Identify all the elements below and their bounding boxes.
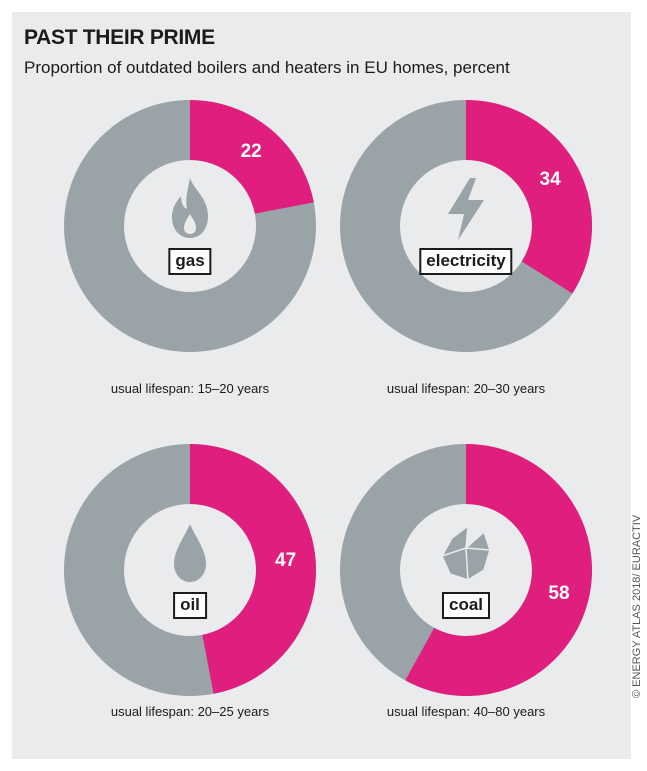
donut-svg bbox=[340, 444, 592, 696]
fuel-label-gas: gas bbox=[168, 248, 212, 275]
lifespan-caption-coal: usual lifespan: 40–80 years bbox=[386, 704, 546, 719]
data-label-electricity: 34 bbox=[539, 168, 561, 190]
donut-outdated-slice bbox=[405, 444, 592, 696]
lifespan-caption-oil: usual lifespan: 20–25 years bbox=[110, 704, 270, 719]
donut-svg bbox=[64, 444, 316, 696]
donut-outdated-slice bbox=[188, 100, 314, 215]
donut-chart-oil: 47 oil bbox=[64, 444, 316, 696]
donut-chart-gas: 22 gas bbox=[64, 100, 316, 352]
fuel-label-electricity: electricity bbox=[419, 248, 513, 275]
fuel-label-oil: oil bbox=[173, 592, 207, 619]
credit-line: © ENERGY ATLAS 2018/ EURACTIV bbox=[631, 514, 643, 698]
lifespan-caption-gas: usual lifespan: 15–20 years bbox=[110, 381, 270, 396]
donut-outdated-slice bbox=[464, 100, 592, 294]
donut-chart-coal: 58 coal bbox=[340, 444, 592, 696]
data-label-oil: 47 bbox=[275, 550, 297, 571]
donut-outdated-slice bbox=[188, 444, 316, 694]
data-label-gas: 22 bbox=[240, 141, 262, 162]
donut-svg bbox=[64, 100, 316, 352]
chart-subtitle: Proportion of outdated boilers and heate… bbox=[24, 58, 510, 77]
chart-title: PAST THEIR PRIME bbox=[24, 26, 215, 49]
fuel-label-coal: coal bbox=[441, 592, 491, 619]
donut-chart-electricity: 34 electricity bbox=[340, 100, 592, 352]
donut-svg bbox=[340, 100, 592, 352]
data-label-coal: 58 bbox=[548, 582, 570, 604]
lifespan-caption-electricity: usual lifespan: 20–30 years bbox=[386, 381, 546, 396]
